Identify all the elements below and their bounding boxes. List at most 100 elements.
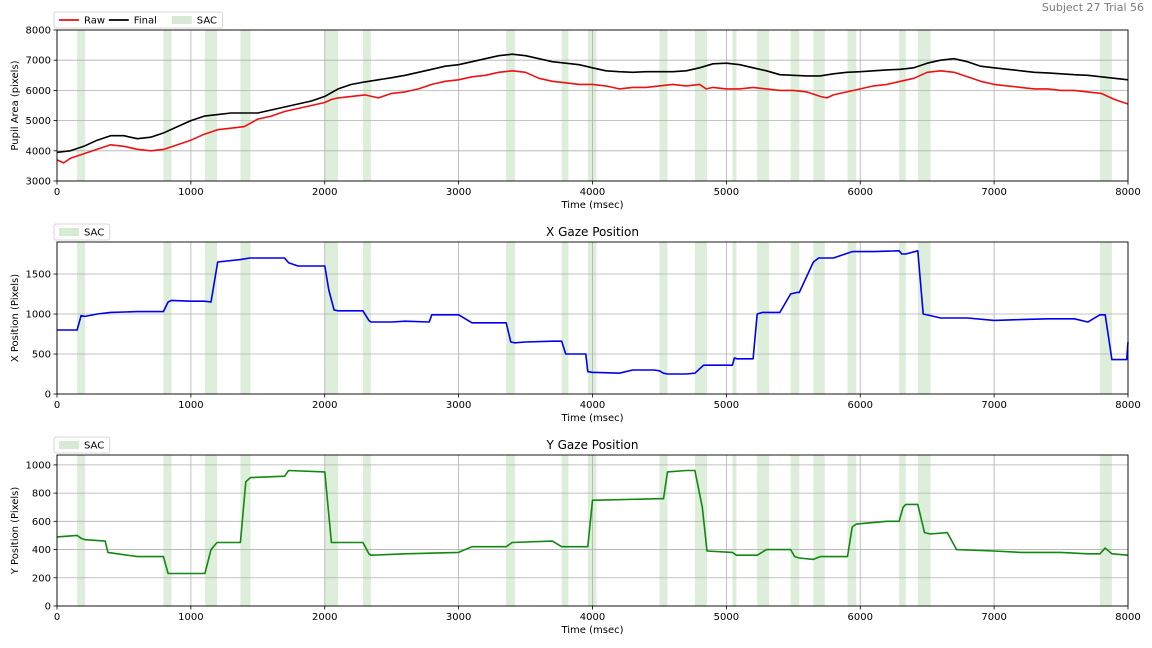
saccade-span [163,455,172,606]
saccade-span [899,455,906,606]
legend-swatch-sac [59,441,79,449]
x-tick-label: 4000 [580,187,605,198]
saccade-span [790,30,800,181]
saccade-span [561,242,569,394]
saccade-span [847,30,857,181]
saccade-span [757,242,770,394]
saccade-span [561,30,569,181]
saccade-span [899,242,906,394]
saccade-span [506,242,515,394]
saccade-span [757,30,770,181]
y-tick-label: 1000 [26,460,51,471]
x-tick-label: 1000 [178,187,203,198]
saccade-span [163,30,172,181]
y-tick-label: 400 [32,545,51,556]
saccade-span [917,30,931,181]
x-tick-label: 8000 [1115,187,1140,198]
saccade-span [790,242,800,394]
saccade-span [204,455,217,606]
x-tick-label: 3000 [446,612,471,623]
legend: Raw Final SAC [53,11,224,29]
chart-panel-1: 0 1000 2000 3000 4000 5000 6000 7000 8000 3000 400… [10,11,1141,211]
x-tick-label: 1000 [178,612,203,623]
saccade-span [362,455,371,606]
x-axis-label: Time (msec) [560,200,623,211]
legend-swatch-sac [171,16,192,24]
x-tick-label: 6000 [848,612,873,623]
y-tick-label: 1500 [26,270,51,281]
saccade-span [240,455,251,606]
saccade-span [77,455,86,606]
series-line-panel2 [57,250,1129,375]
legend-swatch-sac [59,228,79,236]
saccade-span [732,242,737,394]
y-tick-label: 3000 [26,177,51,188]
saccade-span [1099,455,1112,606]
y-tick-label: 0 [45,390,51,401]
legend-label-sac: SAC [84,441,104,452]
x-tick-label: 8000 [1115,612,1140,623]
saccade-span [813,242,825,394]
saccade-span [240,30,251,181]
saccade-span [362,30,371,181]
saccade-span [506,455,515,606]
saccade-span [506,30,515,181]
x-tick-label: 0 [54,187,60,198]
y-tick-label: 0 [45,602,51,613]
saccade-span [324,30,339,181]
y-tick-label: 8000 [26,26,51,37]
y-axis-label: X Position (Pixels) [10,274,21,362]
legend-label-raw: Raw [84,16,105,27]
y-tick-label: 800 [32,489,51,500]
y-tick-label: 1000 [26,310,51,321]
saccade-span [659,455,668,606]
x-tick-label: 0 [54,612,60,623]
x-tick-label: 5000 [714,187,739,198]
x-tick-label: 0 [54,400,60,411]
saccade-span [694,242,707,394]
saccade-span [240,242,251,394]
saccade-span [204,30,217,181]
x-tick-label: 3000 [446,187,471,198]
saccade-span [694,30,707,181]
saccade-span [324,455,339,606]
legend: SAC [53,436,111,454]
saccade-span [324,242,339,394]
legend-label-sac: SAC [197,16,217,27]
saccade-span [204,242,217,394]
saccade-span [659,242,668,394]
saccade-span [77,30,86,181]
chart-panel-2: 0 1000 2000 3000 4000 5000 6000 7000 8000 0 500 100… [10,223,1141,424]
x-tick-label: 8000 [1115,400,1140,411]
saccade-span [757,455,770,606]
y-tick-label: 7000 [26,56,51,67]
y-tick-label: 200 [32,573,51,584]
series-line-panel3 [56,469,1129,575]
x-tick-label: 5000 [714,612,739,623]
x-tick-label: 2000 [312,612,337,623]
y-tick-label: 600 [32,517,51,528]
saccade-span [1099,30,1112,181]
legend-label-final: Final [134,16,157,27]
y-tick-label: 500 [32,350,51,361]
x-tick-label: 6000 [848,400,873,411]
x-tick-label: 7000 [981,400,1006,411]
y-tick-label: 4000 [26,146,51,157]
x-tick-label: 4000 [580,400,605,411]
saccade-span [659,30,668,181]
subject-trial-label: Subject 27 Trial 56 [1041,1,1144,14]
series-line-final [56,53,1129,154]
legend: SAC [53,223,111,241]
chart-title: X Gaze Position [546,225,639,239]
x-tick-label: 7000 [981,187,1006,198]
chart-title: Y Gaze Position [545,438,638,452]
x-tick-label: 3000 [446,400,471,411]
y-axis-label: Y Position (Pixels) [10,487,21,576]
saccade-span [790,455,800,606]
x-tick-label: 7000 [981,612,1006,623]
x-axis-label: Time (msec) [560,625,623,636]
x-tick-label: 5000 [714,400,739,411]
saccade-span [732,455,737,606]
x-tick-label: 2000 [312,187,337,198]
